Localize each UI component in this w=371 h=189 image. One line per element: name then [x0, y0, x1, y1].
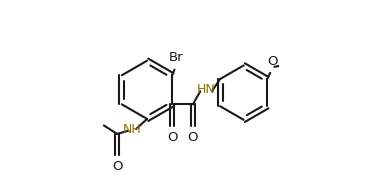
Text: Br: Br [169, 51, 184, 64]
Text: O: O [112, 160, 122, 173]
Text: O: O [267, 55, 278, 68]
Text: NH: NH [123, 122, 141, 136]
Text: O: O [167, 131, 177, 144]
Text: O: O [188, 131, 198, 144]
Text: HN: HN [197, 84, 216, 97]
